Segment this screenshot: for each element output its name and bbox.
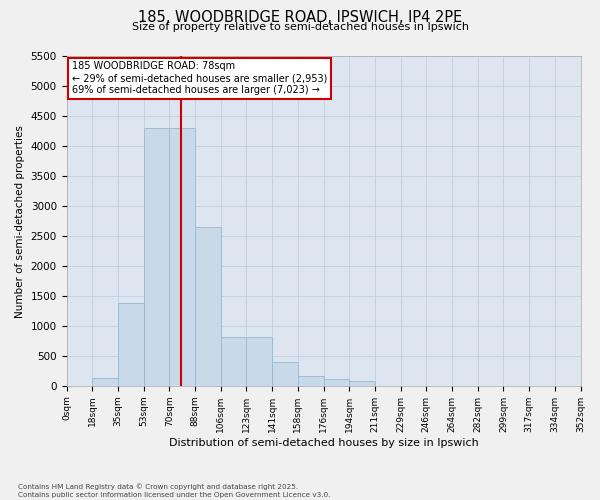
Bar (349, 381, 375, 386)
Text: Contains HM Land Registry data © Crown copyright and database right 2025.
Contai: Contains HM Land Registry data © Crown c… (18, 484, 331, 498)
Text: Size of property relative to semi-detached houses in Ipswich: Size of property relative to semi-detach… (131, 22, 469, 32)
Text: 185, WOODBRIDGE ROAD, IPSWICH, IP4 2PE: 185, WOODBRIDGE ROAD, IPSWICH, IP4 2PE (138, 10, 462, 25)
Bar (247, 336, 272, 386)
X-axis label: Distribution of semi-detached houses by size in Ipswich: Distribution of semi-detached houses by … (169, 438, 478, 448)
Bar (118, 303, 143, 386)
Bar (169, 128, 195, 386)
Bar (298, 376, 323, 386)
Y-axis label: Number of semi-detached properties: Number of semi-detached properties (15, 124, 25, 318)
Bar (221, 336, 247, 386)
Bar (323, 379, 349, 386)
Text: 185 WOODBRIDGE ROAD: 78sqm
← 29% of semi-detached houses are smaller (2,953)
69%: 185 WOODBRIDGE ROAD: 78sqm ← 29% of semi… (71, 62, 327, 94)
Bar (195, 227, 221, 386)
Bar (143, 128, 169, 386)
Bar (92, 378, 118, 386)
Bar (272, 362, 298, 386)
